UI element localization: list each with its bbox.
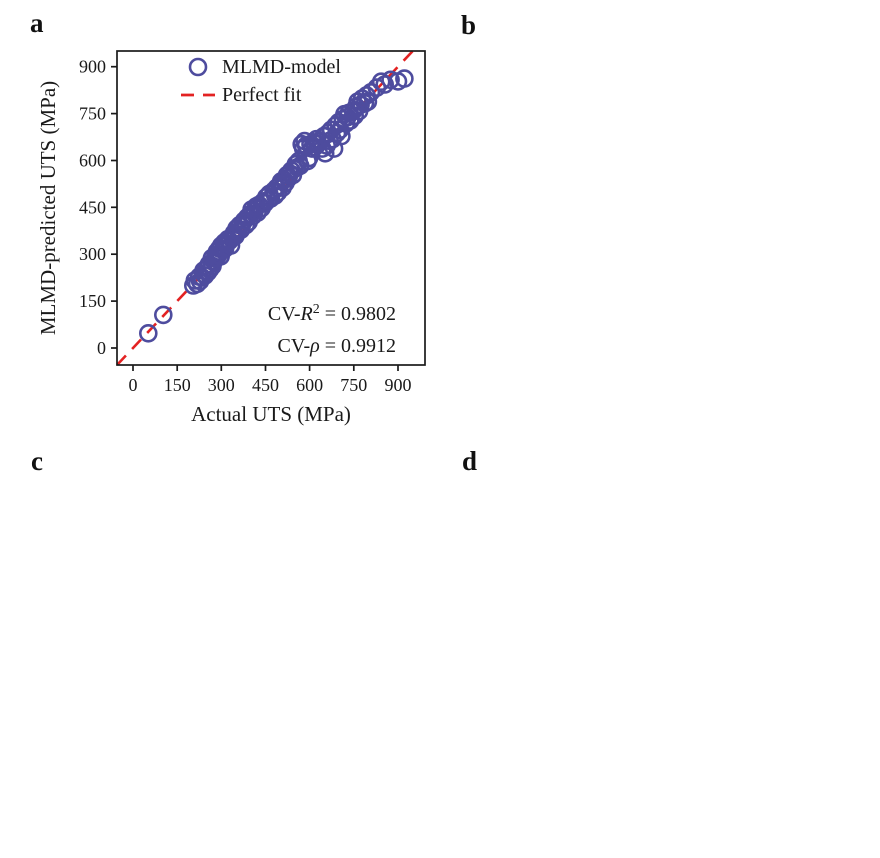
svg-text:900: 900: [385, 375, 412, 395]
panel-c: [0, 429, 440, 858]
svg-text:750: 750: [340, 375, 367, 395]
svg-text:MLMD-model: MLMD-model: [222, 56, 341, 78]
svg-text:300: 300: [79, 244, 106, 264]
svg-text:0: 0: [129, 375, 138, 395]
panel-b-letter: b: [461, 10, 477, 40]
svg-text:Perfect fit: Perfect fit: [222, 84, 302, 106]
panel-a: 0 150 300 450 600 750 900 0 150 300 450 600 750 900 Ac…: [0, 0, 440, 429]
svg-text:MLMD-predicted UTS (MPa): MLMD-predicted UTS (MPa): [36, 81, 60, 335]
svg-text:CV-R2 = 0.9802: CV-R2 = 0.9802: [268, 302, 396, 325]
panel-d: [440, 429, 880, 858]
svg-text:600: 600: [79, 151, 106, 171]
svg-text:150: 150: [164, 375, 191, 395]
svg-text:CV-ρ = 0.9912: CV-ρ = 0.9912: [278, 335, 397, 357]
panel-a-letter: a: [30, 8, 44, 38]
panel-d-chart: [440, 429, 880, 858]
panel-b: [440, 0, 880, 429]
svg-text:450: 450: [79, 197, 106, 217]
svg-text:900: 900: [79, 57, 106, 77]
svg-text:300: 300: [208, 375, 235, 395]
svg-text:750: 750: [79, 104, 106, 124]
panel-c-letter: c: [31, 446, 43, 476]
panel-b-chart: [440, 0, 880, 429]
panel-a-chart: 0 150 300 450 600 750 900 0 150 300 450 600 750 900 Ac…: [36, 50, 426, 426]
svg-text:600: 600: [296, 375, 323, 395]
panel-c-chart: [0, 429, 440, 858]
svg-text:450: 450: [252, 375, 279, 395]
svg-text:0: 0: [97, 338, 106, 358]
panel-d-letter: d: [462, 446, 478, 476]
svg-text:Actual UTS (MPa): Actual UTS (MPa): [191, 402, 351, 426]
svg-text:150: 150: [79, 291, 106, 311]
